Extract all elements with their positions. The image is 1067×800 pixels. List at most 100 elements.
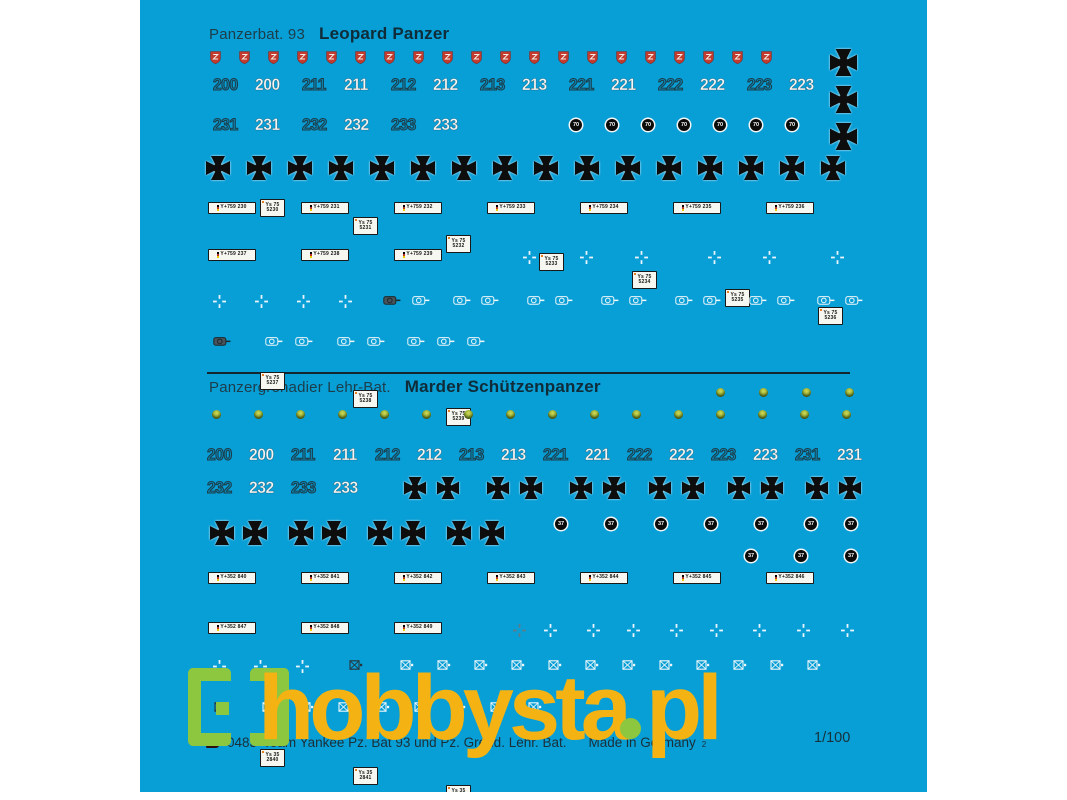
iron-cross-decal [780, 156, 804, 180]
unit-shield-decal [732, 51, 743, 65]
iron-cross-decal [603, 477, 625, 499]
marder-top-icon-decal [770, 660, 784, 670]
marder-top-icon-decal [349, 660, 363, 670]
green-dot-decal [800, 410, 809, 419]
iron-cross-decal [534, 156, 558, 180]
maker-logo-icon [204, 736, 221, 750]
iron-cross-decal [649, 477, 671, 499]
iron-cross-decal [370, 156, 394, 180]
sight-cross-decal [797, 624, 810, 637]
marder-top-icon-decal [622, 660, 636, 670]
sight-cross-decal [297, 295, 310, 308]
license-plate-wide-decal: Y+352 842 [394, 572, 442, 584]
marder-top-icon-decal [807, 660, 821, 670]
roundel-number-decal: 37 [795, 550, 807, 562]
turret-number-decal: 212 [433, 75, 459, 94]
iron-cross-decal [520, 477, 542, 499]
unit-shield-decal [355, 51, 366, 65]
green-dot-decal [296, 410, 305, 419]
license-plate-wide-decal: Y+759 235 [673, 202, 721, 214]
sight-cross-decal [670, 624, 683, 637]
tank-top-icon-decal [407, 336, 425, 347]
turret-number-decal: 222 [700, 75, 726, 94]
license-plate-wide-decal: Y+352 846 [766, 572, 814, 584]
marder-top-icon-decal [511, 660, 525, 670]
turret-number-decal: 200 [249, 445, 275, 464]
sight-cross-decal [763, 251, 776, 264]
decal-sheet: Panzerbat. 93 Leopard Panzer Panzergrenad… [140, 0, 927, 792]
turret-number-decal: 211 [333, 445, 358, 464]
tank-top-icon-decal [467, 336, 485, 347]
tank-top-icon-decal [453, 295, 471, 306]
roundel-number-decal: 37 [555, 518, 567, 530]
turret-number-decal: 211 [301, 75, 326, 94]
license-plate-small-decal: Ys 75 5234 [632, 271, 657, 289]
license-plate-small-decal: Ys 75 5236 [818, 307, 843, 325]
license-plate-small-decal: Ys 75 5235 [725, 289, 750, 307]
sight-cross-decal [255, 295, 268, 308]
license-plate-wide-decal: Y+352 843 [487, 572, 535, 584]
license-plate-wide-decal: Y+759 232 [394, 202, 442, 214]
green-dot-decal [632, 410, 641, 419]
license-plate-wide-decal: Y+759 234 [580, 202, 628, 214]
tank-top-icon-decal [481, 295, 499, 306]
sight-cross-decal [627, 624, 640, 637]
license-plate-wide-decal: Y+759 231 [301, 202, 349, 214]
section-divider [207, 372, 850, 374]
turret-number-decal: 222 [657, 75, 683, 94]
turret-number-decal: 233 [290, 478, 316, 497]
license-plate-wide-decal: Y+352 848 [301, 622, 349, 634]
tank-top-icon-decal [412, 295, 430, 306]
unit-shield-decal [587, 51, 598, 65]
product-title: Team Yankee Pz. Bat 93 und Pz. Grend. Le… [263, 735, 567, 750]
turret-number-decal: 221 [611, 75, 637, 94]
iron-cross-decal [411, 156, 435, 180]
iron-cross-decal [839, 477, 861, 499]
green-dot-decal [380, 410, 389, 419]
license-plate-small-decal: Ys 75 5232 [446, 235, 471, 253]
sight-cross-decal [213, 660, 226, 673]
license-plate-wide-decal: Y+352 845 [673, 572, 721, 584]
iron-cross-decal [452, 156, 476, 180]
green-dot-decal [802, 388, 811, 397]
footer-caption: 0483 Team Yankee Pz. Bat 93 und Pz. Gren… [204, 733, 706, 750]
unit-shield-decal [761, 51, 772, 65]
iron-cross-decal [682, 477, 704, 499]
section2-subtitle: Panzergrenadier Lehr-Bat. [209, 379, 391, 396]
iron-cross-decal [830, 86, 857, 113]
sight-cross-decal [523, 251, 536, 264]
unit-shield-decal [268, 51, 279, 65]
iron-cross-decal [401, 521, 425, 545]
turret-number-decal: 232 [301, 115, 327, 134]
turret-number-decal: 223 [746, 75, 772, 94]
iron-cross-decal [761, 477, 783, 499]
roundel-number-decal: 37 [755, 518, 767, 530]
iron-cross-decal [437, 477, 459, 499]
turret-number-decal: 221 [568, 75, 594, 94]
marder-top-icon-decal [376, 702, 390, 712]
iron-cross-decal [739, 156, 763, 180]
section1-subtitle: Panzerbat. 93 [209, 26, 305, 43]
tank-top-icon-decal [817, 295, 835, 306]
turret-number-decal: 223 [710, 445, 736, 464]
marder-top-icon-decal [474, 660, 488, 670]
unit-shield-decal [558, 51, 569, 65]
tank-top-icon-decal [629, 295, 647, 306]
turret-number-decal: 233 [333, 478, 359, 497]
marder-top-icon-decal [585, 660, 599, 670]
sight-cross-decal [254, 660, 267, 673]
iron-cross-decal [243, 521, 267, 545]
iron-cross-decal [728, 477, 750, 499]
section2-header: Panzergrenadier Lehr-Bat. Marder Schützen… [209, 377, 601, 397]
green-dot-decal [422, 410, 431, 419]
turret-number-decal: 231 [255, 115, 281, 134]
tank-top-icon-decal [527, 295, 545, 306]
sight-cross-decal [841, 624, 854, 637]
sight-cross-decal [635, 251, 648, 264]
green-dot-decal [212, 410, 221, 419]
iron-cross-decal [329, 156, 353, 180]
iron-cross-decal [575, 156, 599, 180]
marder-top-icon-decal [490, 702, 504, 712]
